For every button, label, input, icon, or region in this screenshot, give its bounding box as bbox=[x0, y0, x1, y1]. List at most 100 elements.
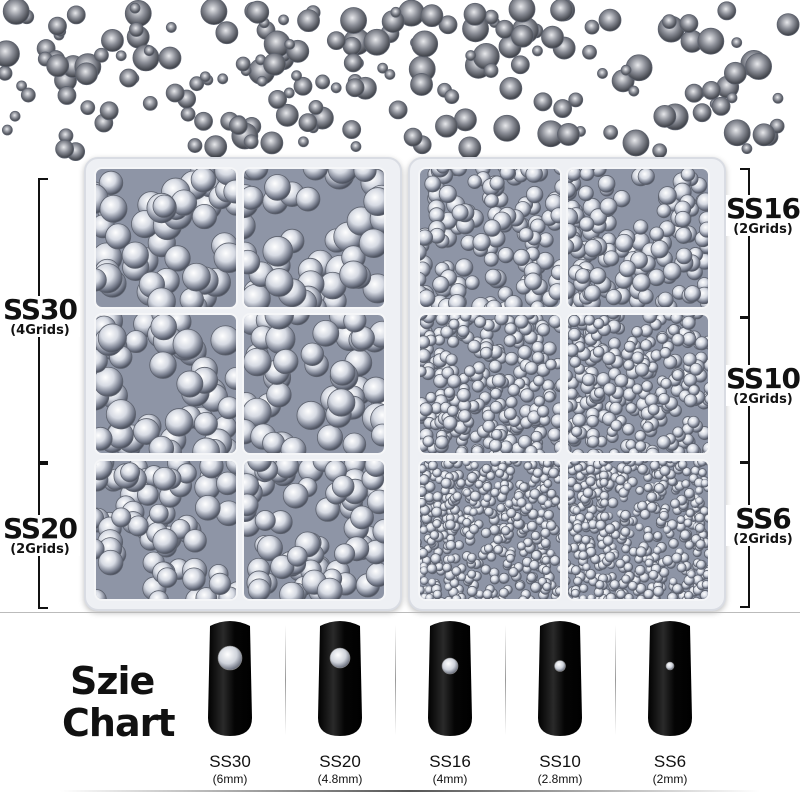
rhinestone bbox=[510, 24, 534, 48]
rhinestone bbox=[193, 411, 218, 436]
rhinestone bbox=[551, 496, 560, 506]
size-chart-label: SS16 (4mm) bbox=[400, 752, 500, 786]
rhinestone bbox=[631, 326, 643, 338]
rhinestone bbox=[526, 572, 537, 583]
rhinestone bbox=[499, 77, 523, 100]
rhinestone bbox=[420, 4, 444, 28]
rhinestone bbox=[266, 382, 292, 408]
rhinestone bbox=[55, 139, 75, 159]
rhinestone bbox=[643, 588, 654, 599]
rhinestone bbox=[472, 233, 491, 252]
rhinestone bbox=[583, 315, 595, 326]
rhinestone bbox=[483, 493, 492, 503]
rhinestone bbox=[247, 461, 272, 472]
rhinestone bbox=[20, 87, 36, 103]
rhinestone bbox=[634, 430, 647, 442]
rhinestone bbox=[496, 503, 506, 513]
rhinestone bbox=[187, 138, 203, 153]
rhinestone bbox=[568, 444, 572, 453]
rhinestone bbox=[631, 383, 643, 395]
rhinestone bbox=[490, 461, 501, 467]
rhinestone bbox=[458, 136, 482, 160]
rhinestone bbox=[425, 391, 437, 404]
rhinestone bbox=[262, 236, 294, 267]
rhinestone bbox=[633, 219, 649, 235]
rhinestone bbox=[480, 527, 492, 539]
rhinestone bbox=[620, 509, 631, 521]
rhinestone bbox=[190, 169, 217, 193]
rhinestone bbox=[489, 175, 505, 191]
rhinestone bbox=[671, 461, 680, 465]
nail-sample-ss16 bbox=[420, 618, 480, 738]
rhinestone bbox=[445, 519, 456, 531]
rhinestone bbox=[457, 325, 470, 338]
rhinestone bbox=[645, 447, 660, 453]
rhinestone bbox=[653, 531, 663, 541]
rhinestone bbox=[699, 590, 708, 599]
rhinestone bbox=[243, 134, 259, 150]
rhinestone bbox=[581, 535, 591, 545]
rhinestone bbox=[531, 351, 545, 365]
rhinestone bbox=[568, 489, 575, 500]
tray-grid-ss30 bbox=[242, 313, 386, 455]
rhinestone bbox=[536, 251, 555, 271]
rhinestone bbox=[377, 62, 389, 74]
rhinestone bbox=[605, 461, 614, 464]
rhinestone bbox=[343, 315, 367, 333]
rhinestone bbox=[483, 543, 494, 554]
rhinestone bbox=[540, 538, 551, 549]
rhinestone bbox=[694, 336, 708, 351]
rhinestone bbox=[514, 315, 529, 329]
rhinestone bbox=[541, 555, 551, 565]
rhinestone bbox=[489, 400, 503, 414]
rhinestone bbox=[268, 90, 287, 109]
rhinestone bbox=[585, 568, 597, 580]
size-name: SS30 bbox=[209, 752, 251, 771]
rhinestone bbox=[731, 37, 743, 49]
rhinestone bbox=[530, 430, 543, 443]
rhinestone bbox=[430, 553, 442, 565]
label-ss30: SS30 (4Grids) bbox=[0, 296, 80, 337]
rhinestone bbox=[466, 472, 478, 484]
rhinestone bbox=[504, 295, 523, 307]
rhinestone bbox=[548, 467, 560, 479]
rhinestone bbox=[0, 40, 20, 68]
rhinestone bbox=[556, 564, 560, 574]
nail-shape bbox=[648, 621, 692, 736]
rhinestone bbox=[684, 488, 695, 499]
rhinestone bbox=[420, 243, 427, 261]
rhinestone bbox=[483, 63, 499, 78]
rhinestone bbox=[457, 572, 467, 582]
rhinestone bbox=[491, 596, 501, 599]
rhinestone bbox=[326, 31, 346, 51]
rhinestone bbox=[515, 581, 525, 591]
rhinestone bbox=[353, 169, 377, 183]
rhinestone bbox=[463, 488, 472, 497]
rhinestone bbox=[215, 21, 239, 45]
rhinestone bbox=[681, 315, 696, 330]
rhinestone bbox=[463, 365, 476, 378]
rhinestone bbox=[672, 426, 684, 438]
rhinestone bbox=[656, 203, 672, 219]
rhinestone bbox=[701, 81, 721, 100]
rhinestone bbox=[164, 408, 194, 437]
rhinestone bbox=[672, 583, 683, 595]
rhinestone bbox=[420, 538, 422, 547]
rhinestone bbox=[99, 194, 128, 223]
rhinestone bbox=[465, 50, 477, 61]
rhinestone bbox=[350, 141, 362, 152]
rhinestone bbox=[635, 546, 647, 558]
rhinestone bbox=[493, 534, 503, 545]
rhinestone bbox=[623, 340, 636, 353]
rhinestone bbox=[582, 563, 591, 572]
rhinestone bbox=[689, 362, 703, 376]
left-tray bbox=[84, 157, 402, 611]
rhinestone bbox=[568, 559, 572, 568]
tray-grid-ss10 bbox=[418, 313, 562, 455]
rhinestone bbox=[579, 169, 595, 182]
rhinestone bbox=[682, 467, 692, 477]
rhinestone bbox=[499, 484, 510, 495]
rhinestone bbox=[597, 175, 616, 193]
rhinestone bbox=[334, 543, 356, 565]
rhinestone bbox=[568, 387, 578, 400]
